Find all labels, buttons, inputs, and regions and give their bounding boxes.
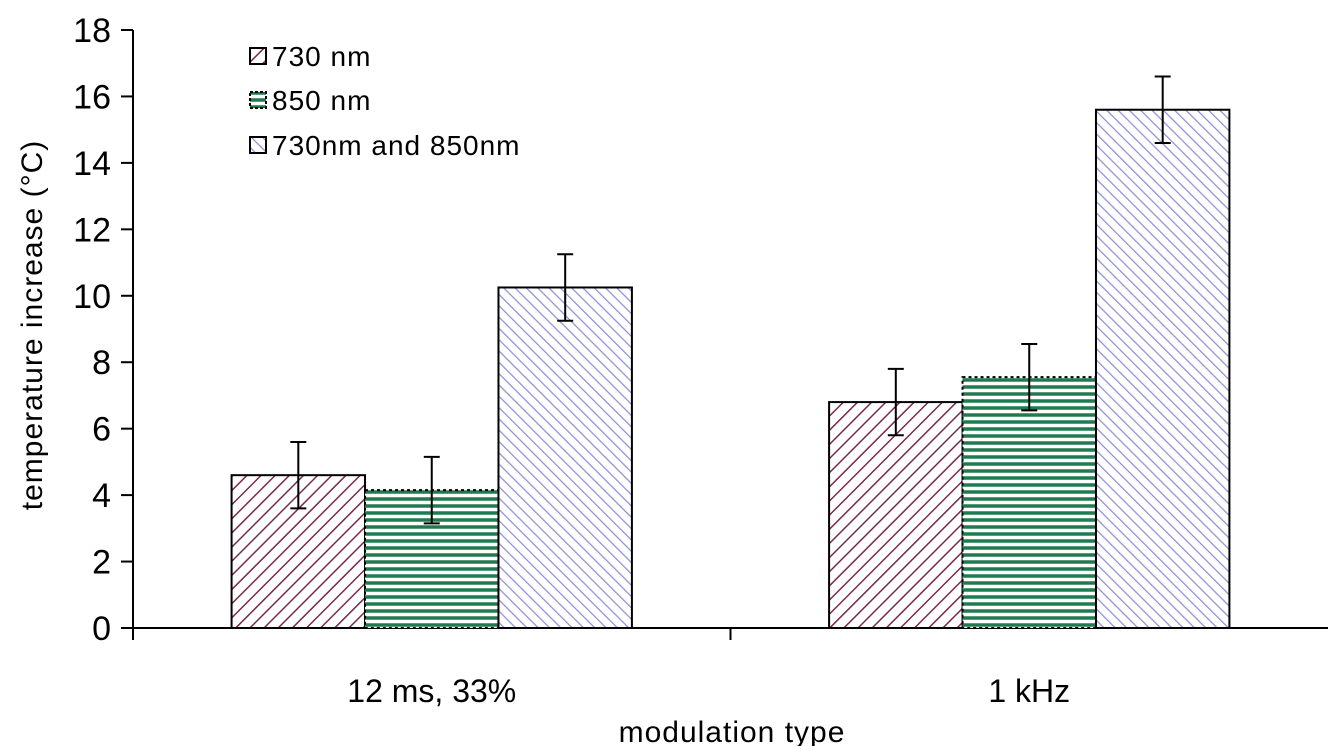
x-axis-title: modulation type bbox=[619, 716, 846, 746]
y-tick-label: 8 bbox=[92, 344, 111, 382]
bar bbox=[497, 286, 633, 629]
y-axis: 0 2 4 6 8 10 12 14 16 18 bbox=[73, 12, 134, 648]
y-tick-label: 10 bbox=[73, 278, 111, 316]
y-tick-label: 0 bbox=[92, 610, 111, 648]
y-tick-label: 12 bbox=[73, 211, 111, 249]
legend-label-730nm: 730 nm bbox=[272, 41, 371, 72]
legend-swatch-730-850nm bbox=[249, 136, 267, 154]
bar bbox=[961, 376, 1097, 629]
y-tick-label: 6 bbox=[92, 411, 111, 449]
legend-swatch-850nm bbox=[249, 91, 267, 109]
y-tick-label: 4 bbox=[92, 477, 111, 515]
y-tick-label: 18 bbox=[73, 12, 111, 50]
y-tick-label: 16 bbox=[73, 78, 111, 116]
bars bbox=[230, 108, 1231, 630]
x-category-label: 1 kHz bbox=[988, 673, 1070, 709]
x-axis: 12 ms, 33% 1 kHz bbox=[132, 627, 1328, 709]
bar bbox=[828, 401, 964, 630]
legend: 730 nm 850 nm 730nm and 850nm bbox=[249, 41, 521, 161]
y-tick-label: 2 bbox=[92, 544, 111, 582]
bar bbox=[1094, 108, 1231, 629]
error-bars bbox=[290, 75, 1171, 525]
y-axis-title: temperature increase (°C) bbox=[16, 140, 49, 510]
legend-label-730-850nm: 730nm and 850nm bbox=[272, 130, 521, 161]
legend-swatch-730nm bbox=[249, 47, 267, 65]
y-tick-label: 14 bbox=[73, 145, 111, 183]
x-category-label: 12 ms, 33% bbox=[347, 673, 516, 709]
legend-label-850nm: 850 nm bbox=[272, 85, 371, 116]
